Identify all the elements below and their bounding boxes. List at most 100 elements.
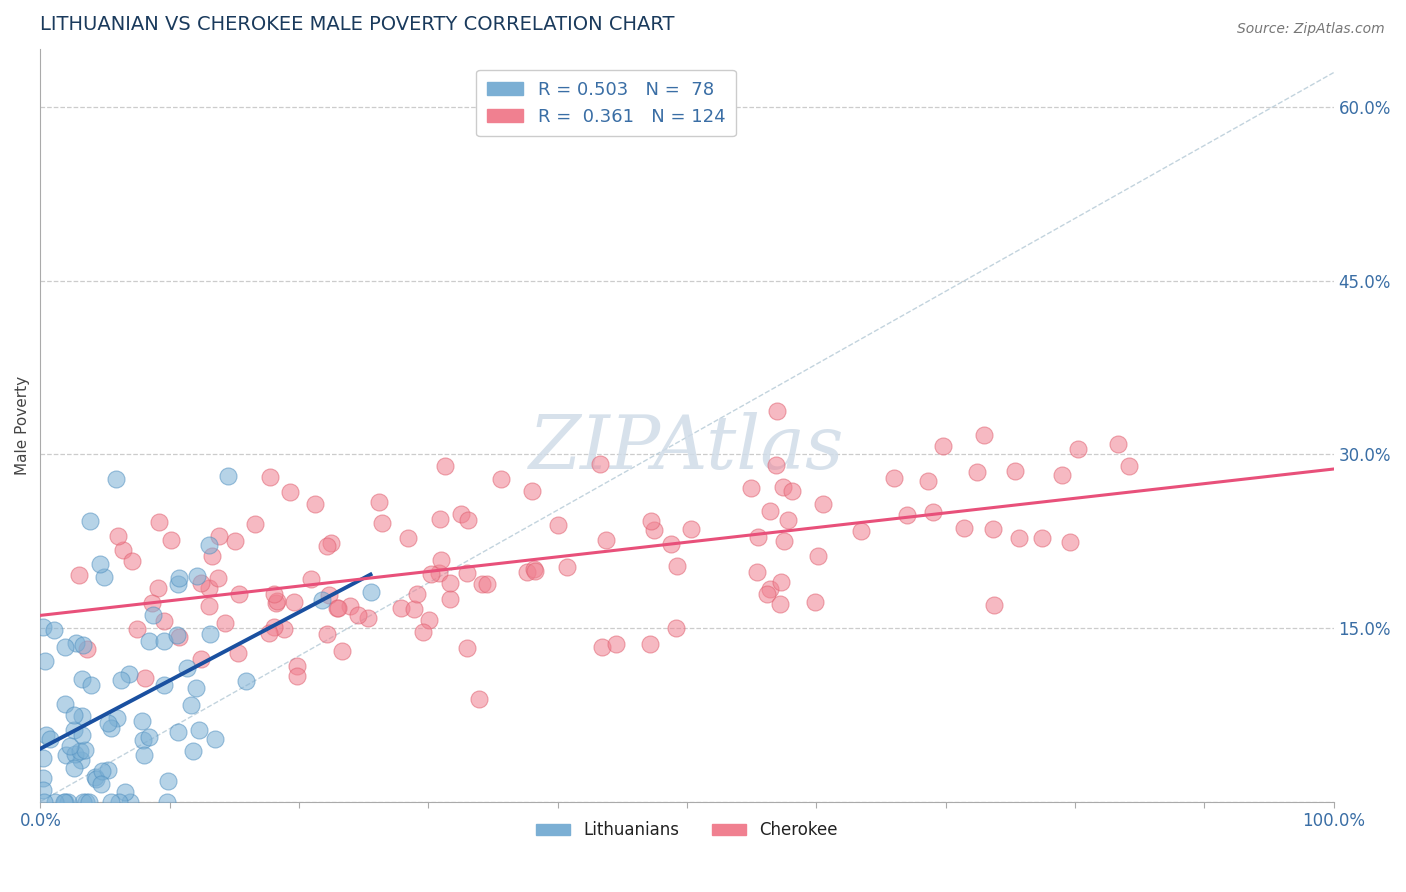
Point [110,673,132,688]
Point [740,481,762,495]
Point [1050,467,1073,482]
Point [921,505,943,519]
Point [326,601,349,615]
Point [457,513,479,527]
Text: LITHUANIAN VS CHEROKEE MALE POVERTY CORRELATION CHART: LITHUANIAN VS CHEROKEE MALE POVERTY CORR… [41,15,675,34]
Point [285,668,308,682]
Point [152,634,174,648]
Point [198,538,221,552]
Point [138,634,160,648]
Point [32,795,55,809]
Point [157,773,180,788]
Point [896,508,918,522]
Point [406,587,429,601]
Point [768,597,790,611]
Point [70,728,93,742]
Point [263,587,285,601]
Point [34,654,56,668]
Point [186,681,208,695]
Point [665,621,688,635]
Point [245,516,267,531]
Point [491,473,513,487]
Point [932,439,955,453]
Point [772,480,794,494]
Point [121,554,143,568]
Point [318,588,340,602]
Point [259,469,281,483]
Point [456,640,478,655]
Point [197,599,219,613]
Point [204,731,226,746]
Point [745,565,768,579]
Point [190,652,212,666]
Point [226,646,249,660]
Point [84,770,107,784]
Point [105,710,128,724]
Point [181,743,204,757]
Point [107,529,129,543]
Point [84,772,107,786]
Point [263,620,285,634]
Point [523,562,546,576]
Point [429,511,451,525]
Point [176,661,198,675]
Point [396,531,419,545]
Point [470,577,492,591]
Point [264,596,287,610]
Point [63,723,86,737]
Point [100,721,122,735]
Point [32,782,55,797]
Point [70,753,93,767]
Point [32,620,55,634]
Point [605,637,627,651]
Point [516,565,538,579]
Point [138,731,160,745]
Point [62,707,84,722]
Point [73,742,96,756]
Point [228,587,250,601]
Point [59,739,82,753]
Point [299,572,322,586]
Point [67,568,90,582]
Point [132,732,155,747]
Point [69,744,91,758]
Point [439,592,461,607]
Point [53,795,76,809]
Point [35,728,58,742]
Point [917,474,939,488]
Point [56,795,79,809]
Point [591,640,613,654]
Point [105,472,128,486]
Text: Source: ZipAtlas.com: Source: ZipAtlas.com [1237,22,1385,37]
Point [148,515,170,529]
Point [747,530,769,544]
Point [759,582,782,596]
Point [93,570,115,584]
Point [1107,437,1129,451]
Point [169,571,191,585]
Point [217,469,239,483]
Point [198,581,221,595]
Point [198,626,221,640]
Point [475,577,498,591]
Point [63,747,86,761]
Point [235,673,257,688]
Point [186,568,208,582]
Point [966,465,988,479]
Point [77,795,100,809]
Point [134,671,156,685]
Point [166,577,188,591]
Point [643,523,665,537]
Point [63,760,86,774]
Point [357,610,380,624]
Point [100,795,122,809]
Point [547,517,569,532]
Point [53,640,76,654]
Point [659,537,682,551]
Point [770,575,793,590]
Point [72,795,94,809]
Point [589,457,612,471]
Point [283,595,305,609]
Point [304,497,326,511]
Point [638,637,661,651]
